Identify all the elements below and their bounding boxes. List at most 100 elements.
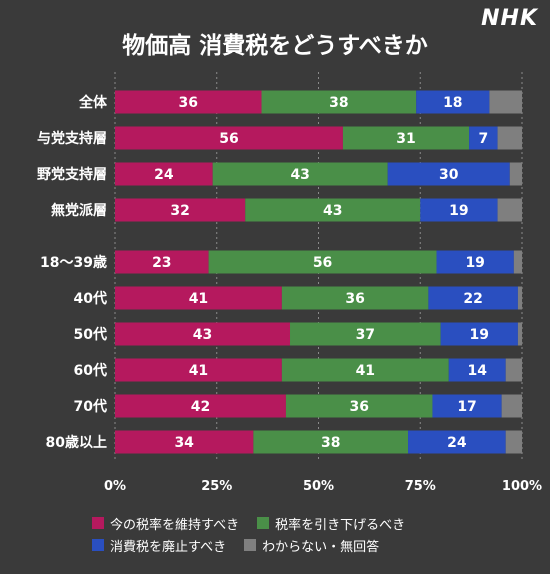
bar-segment [517, 286, 522, 310]
bar-segment [440, 322, 518, 346]
data-label: 43 [290, 167, 309, 183]
bar-segment [281, 286, 429, 310]
legend-swatch [244, 539, 257, 551]
category-label: 50代 [74, 326, 107, 343]
data-label: 22 [463, 291, 482, 307]
x-tick-label: 75% [405, 479, 436, 494]
category-label: 野党支持層 [37, 166, 107, 183]
legend-item-unknown: わからない・無回答 [244, 536, 379, 555]
data-label: 42 [191, 399, 210, 415]
category-label: 全体 [78, 94, 108, 111]
stacked-bar-chart: 0% 25% 50% 75% 100% 全体 36 38 18 与党支持層 56 31 7 野党支持層 24… [37, 72, 542, 494]
bar-segment [115, 394, 286, 418]
legend-item-maintain: 今の税率を維持すべき [92, 514, 239, 533]
category-label: 無党派層 [51, 202, 107, 219]
legend: 今の税率を維持すべき 税率を引き下げるべき 消費税を廃止すべき わからない・無回… [92, 512, 512, 556]
bar-segment [212, 162, 388, 186]
data-label: 18 [443, 95, 462, 111]
bar-segment [285, 394, 433, 418]
bar-segment [115, 126, 343, 150]
bar-segment [448, 358, 506, 382]
data-label: 24 [154, 167, 174, 183]
data-label: 36 [179, 95, 198, 111]
bar-segment [469, 126, 498, 150]
bar-segment [115, 198, 246, 222]
bar-segment [428, 286, 518, 310]
bar-segment [497, 198, 522, 222]
bar-segment [408, 430, 506, 454]
bar-segment [416, 90, 490, 114]
bar-segment [290, 322, 441, 346]
data-label: 43 [323, 203, 342, 219]
legend-swatch [257, 517, 270, 529]
bar-segment [489, 90, 522, 114]
x-tick-label: 50% [303, 479, 334, 494]
data-label: 38 [321, 435, 340, 451]
data-label: 23 [152, 255, 171, 271]
bar-segment [115, 358, 282, 382]
x-tick-label: 0% [104, 479, 126, 494]
category-label: 80歳以上 [46, 434, 107, 451]
data-label: 31 [396, 131, 415, 147]
legend-item-abolish: 消費税を廃止すべき [92, 536, 226, 555]
data-label: 19 [470, 327, 489, 343]
data-label: 7 [478, 131, 488, 147]
bar-segment [513, 250, 522, 274]
x-tick-label: 25% [201, 479, 232, 494]
bar-segment [517, 322, 522, 346]
legend-item-lower: 税率を引き下げるべき [257, 514, 405, 533]
category-label: 18～39歳 [40, 254, 107, 271]
bar-segment [436, 250, 514, 274]
data-label: 36 [349, 399, 368, 415]
category-label: 40代 [74, 290, 107, 307]
bar-segment [115, 322, 291, 346]
bar-segment [505, 358, 522, 382]
data-label: 30 [439, 167, 459, 183]
data-label: 56 [313, 255, 332, 271]
bar-segment [497, 126, 522, 150]
data-label: 41 [356, 363, 375, 379]
data-label: 41 [189, 363, 208, 379]
bar-segment [115, 162, 213, 186]
x-tick-label: 100% [502, 479, 542, 494]
bar-segment [253, 430, 409, 454]
data-label: 34 [174, 435, 194, 451]
category-label: 60代 [74, 362, 107, 379]
data-label: 14 [467, 363, 487, 379]
legend-label: 税率を引き下げるべき [275, 517, 406, 533]
nhk-logo: NHK [481, 6, 538, 31]
bar-segment [261, 90, 417, 114]
legend-swatch [92, 539, 104, 551]
data-label: 36 [345, 291, 364, 307]
data-label: 32 [170, 203, 189, 219]
data-label: 41 [189, 291, 208, 307]
chart-title: 物価高 消費税をどうすべきか [122, 33, 428, 59]
category-label: 与党支持層 [37, 130, 107, 147]
data-label: 38 [329, 95, 348, 111]
bar-segment [509, 162, 522, 186]
bar-segment [432, 394, 502, 418]
data-label: 19 [465, 255, 484, 271]
bar-segment [245, 198, 421, 222]
data-label: 43 [193, 327, 212, 343]
data-label: 19 [449, 203, 468, 219]
legend-swatch [92, 517, 104, 529]
bar-segment [115, 286, 282, 310]
bar-segment [115, 430, 254, 454]
legend-label: 消費税を廃止すべき [110, 539, 227, 555]
legend-label: 今の税率を維持すべき [110, 517, 240, 533]
legend-label: わからない・無回答 [262, 539, 380, 555]
data-label: 37 [356, 327, 375, 343]
bar-segment [342, 126, 470, 150]
category-label: 70代 [74, 398, 107, 415]
bar-segment [281, 358, 449, 382]
bar-segment [505, 430, 522, 454]
data-label: 17 [457, 399, 476, 415]
data-label: 24 [447, 435, 467, 451]
bar-segment [115, 90, 262, 114]
bar-segment [115, 250, 209, 274]
bar-segment [387, 162, 510, 186]
bar-segment [208, 250, 437, 274]
bar-segment [501, 394, 522, 418]
data-label: 56 [219, 131, 238, 147]
